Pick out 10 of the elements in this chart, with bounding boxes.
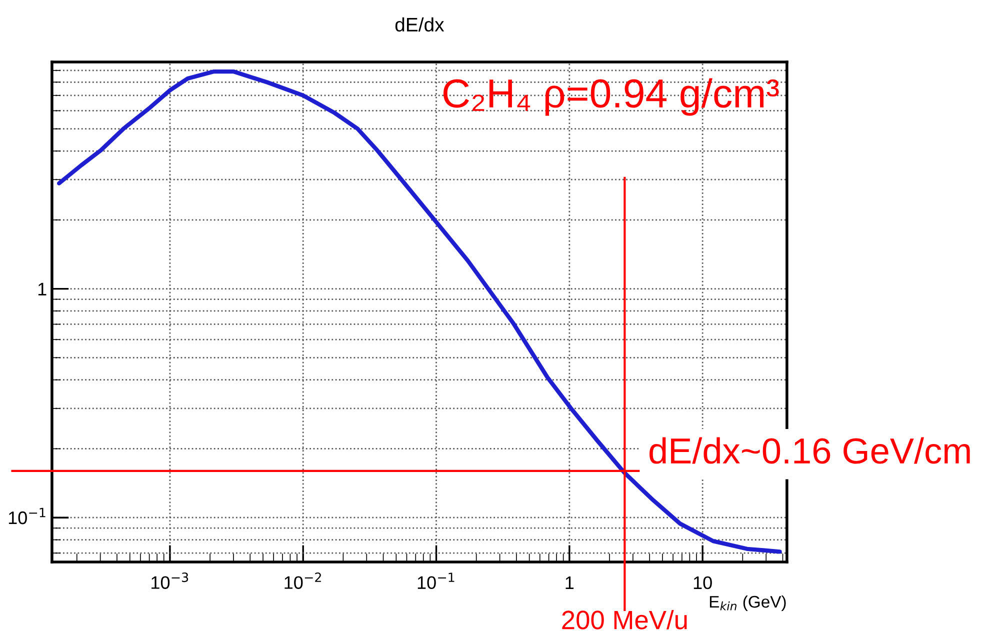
x-tick-label: 10$^{−2}$ [284,572,321,589]
x-axis-title: E$_{kin}$ (GeV) [710,595,786,611]
x-tick-label: 1 [566,576,574,589]
x-tick-label: 10 [694,576,712,590]
ref-line-label: dE/dx~0.16 GeV/cm [650,437,970,464]
x-tick-label: 10$^{−3}$ [152,572,188,589]
x-tick-label: 10$^{−1}$ [418,572,454,589]
ref-line-label: 200 MeV/u [562,610,687,630]
chart-title: dE/dx [395,17,444,32]
annotation: C₂H₄ ρ=0.94 g/cm³ [443,78,779,116]
